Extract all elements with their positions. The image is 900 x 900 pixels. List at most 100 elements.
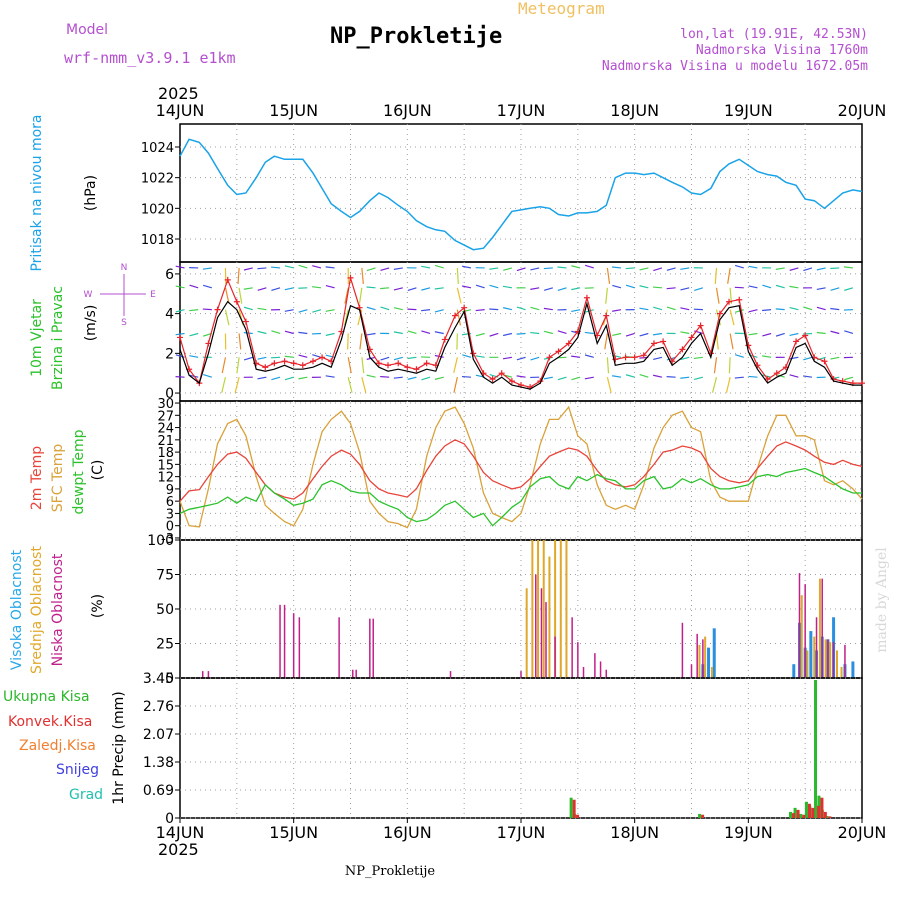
cloud-bar-low [798,573,801,678]
wind-arrow [816,267,826,271]
gust-marker [650,340,657,347]
wind-arrow [361,357,365,374]
cloud-bar-low [207,671,210,678]
top-date-label: 19JUN [724,101,773,120]
bottom-date-label: 14JUN [156,823,205,842]
chart-subtitle: Meteogram [518,0,605,18]
gust-marker [319,354,326,361]
wind-arrow [816,287,826,291]
gust-marker [565,340,572,347]
top-date-label: 14JUN [156,101,205,120]
wind-arrow [221,377,227,393]
wind-arrow [762,309,772,312]
gust-marker [622,354,629,361]
cloud-grid [180,539,862,679]
compass-s: S [121,318,127,328]
wind-arrow [789,285,799,289]
cloud-bar-low [821,578,823,678]
y-tick-label: 0 [165,671,174,687]
wind-arrow [456,287,462,304]
wind-arrow [694,376,704,381]
wind-arrow [257,267,267,270]
y-tick-label: 1022 [141,172,174,187]
cloud-panel: 0 25 50 75 100 Visoka Oblacnost Srednja Obla… [9,533,863,687]
wind-arrow [762,355,772,358]
gust-marker [470,350,477,357]
wind-arrow [380,287,390,290]
gust-marker [441,336,448,343]
y-tick-label: 21 [157,434,174,449]
wind-arrow [680,267,690,270]
precip-bar [799,813,803,818]
wind-arrow [393,287,403,291]
wind-arrow [584,354,594,358]
wind-arrow [189,309,199,312]
wind-arrow [516,375,526,378]
precip-bar [820,797,824,818]
wind-arrow [453,357,458,374]
precip-bar [796,809,800,818]
wind-arrow [530,287,540,290]
wind-arrow [666,376,676,378]
cloud-bar-low [369,618,371,678]
model-label: Model [66,22,108,38]
wind-arrow [359,333,363,350]
precip-unit-label: 1hr Precip (mm) [111,691,127,804]
wind-arrow [475,355,485,358]
y-tick-label: 4 [165,307,174,323]
y-tick-label: 1018 [141,233,174,248]
cloud-bar-high [792,664,796,678]
wind-arrow [284,355,294,358]
wind-arrow [175,265,185,269]
gust-marker [395,360,402,367]
wind-arrow [434,309,444,313]
cloud-bar-mid [698,644,701,678]
wind-arrow [224,287,230,304]
wind-arrow [748,332,758,336]
cloud-bar-low [279,604,281,678]
wind-arrow [489,284,499,289]
cloud-bars [201,540,855,678]
wind-arrow [271,266,281,269]
wind-arrow [653,306,663,311]
wind-arrow [639,332,649,337]
wind-arrow [175,376,185,378]
wind-arrow [312,309,322,313]
wind-arrow [393,267,403,270]
cloud-bar-low [702,639,704,678]
gust-marker [347,274,354,281]
precip-bar [825,815,829,818]
wind-arrow [489,267,499,270]
wind-arrow [762,332,772,337]
wind-arrow [729,309,735,326]
wind-arrow [257,307,267,311]
wind-arrow [653,356,663,361]
wind-arrow [725,377,731,393]
wind-arrow [189,355,199,358]
wind-arrow [789,356,799,360]
wind-arrow [789,374,799,378]
wind-arrow [715,287,720,304]
wind-arrow [803,267,813,272]
gust-marker [224,276,231,283]
wind-arrow [530,356,540,361]
wind-arrow [453,377,458,393]
dewpoint-line [179,467,862,527]
wind-arrow [257,287,267,291]
cloud-bar-mid [829,642,832,678]
wind-side-label-1: 10m Vjetar [29,299,45,377]
cloud-side-label-3: Niska Oblacnost [50,553,66,666]
precip-bar [701,814,705,818]
cloud-bar-low [844,644,846,678]
wind-arrow [502,285,513,289]
wind-arrow [605,287,608,304]
coordinates-label: lon,lat (19.91E, 42.53N) [680,27,868,42]
wind-arrow [775,332,785,337]
wind-arrow [775,308,785,311]
wind-arrow [727,267,731,284]
wind-arrow [380,306,390,311]
watermark: made by Angel [874,547,890,653]
wind-arrow [366,374,376,378]
